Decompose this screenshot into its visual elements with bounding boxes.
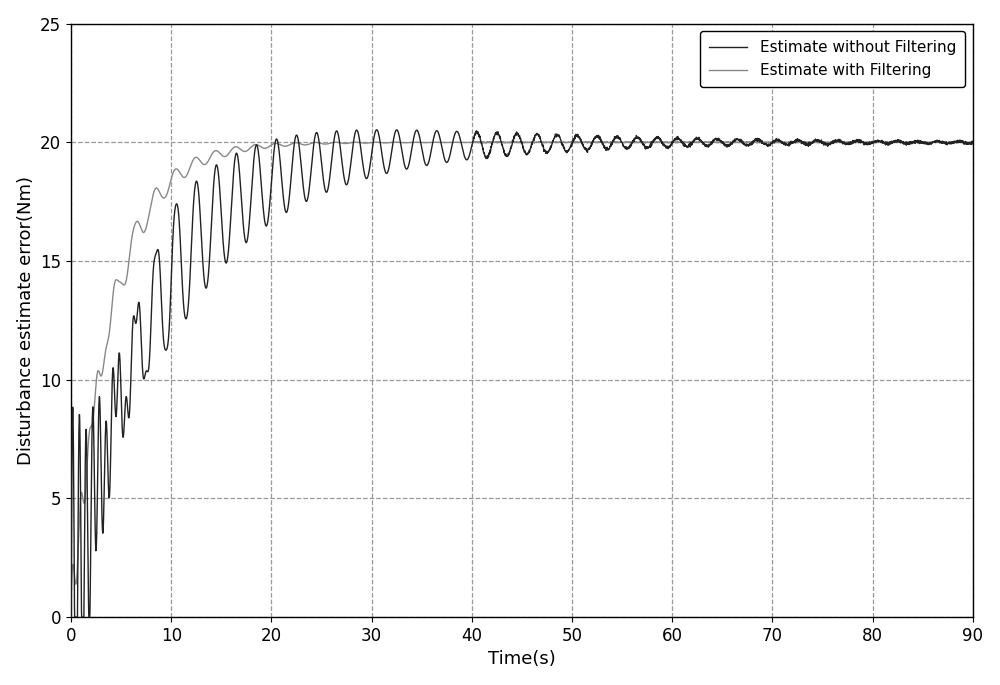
Estimate with Filtering [343,139,355,147]
Estimate without Filtering [753,135,765,143]
Line: Estimate without Filtering: Estimate without Filtering [71,129,973,617]
Estimate without Filtering [377,155,389,163]
Estimate without Filtering [607,138,619,146]
Estimate with Filtering [65,613,77,621]
Estimate with Filtering [683,138,695,146]
Line: Estimate with Filtering: Estimate with Filtering [71,142,973,617]
Estimate without Filtering [65,613,77,621]
Estimate with Filtering [607,138,619,147]
Estimate without Filtering [967,138,979,147]
Estimate without Filtering [298,186,310,195]
X-axis label: Time(s): Time(s) [488,650,556,669]
Y-axis label: Disturbance estimate error(Nm): Disturbance estimate error(Nm) [17,176,35,465]
Legend: Estimate without Filtering, Estimate with Filtering: Estimate without Filtering, Estimate wit… [700,32,965,87]
Estimate with Filtering [376,138,388,147]
Estimate with Filtering [298,140,310,149]
Estimate with Filtering [753,138,765,146]
Estimate without Filtering [371,125,383,134]
Estimate with Filtering [916,138,928,147]
Estimate without Filtering [916,139,928,147]
Estimate without Filtering [343,170,355,178]
Estimate with Filtering [967,138,979,147]
